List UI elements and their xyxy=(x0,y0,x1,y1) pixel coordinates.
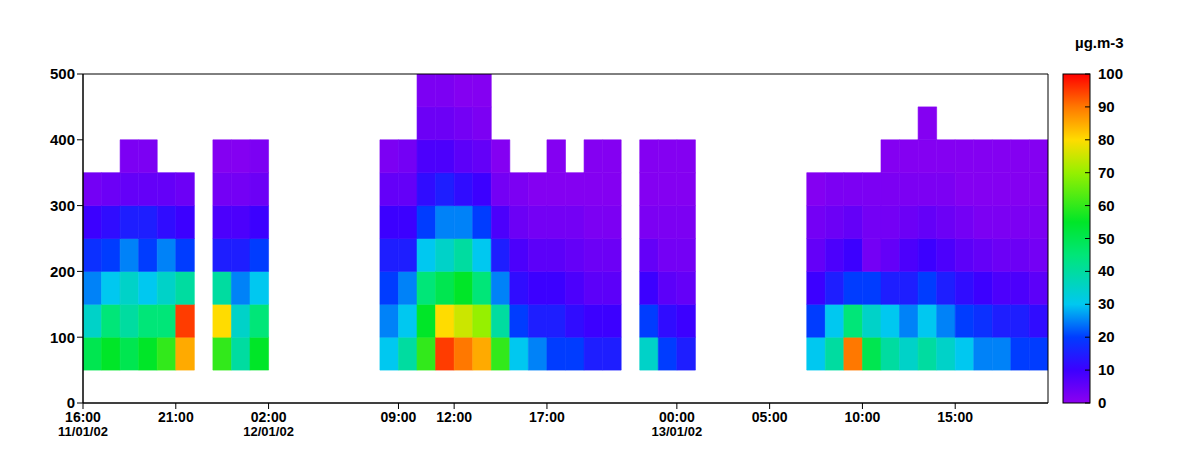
svg-text:100: 100 xyxy=(50,329,75,346)
svg-text:15:00: 15:00 xyxy=(937,409,973,425)
svg-text:12/01/02: 12/01/02 xyxy=(243,424,294,439)
svg-text:16:00: 16:00 xyxy=(65,409,101,425)
svg-text:17:00: 17:00 xyxy=(529,409,565,425)
svg-text:500: 500 xyxy=(50,65,75,82)
svg-text:12:00: 12:00 xyxy=(436,409,472,425)
svg-text:02:00: 02:00 xyxy=(251,409,287,425)
svg-text:40: 40 xyxy=(1098,262,1115,279)
svg-text:70: 70 xyxy=(1098,164,1115,181)
svg-text:400: 400 xyxy=(50,131,75,148)
svg-text:200: 200 xyxy=(50,263,75,280)
svg-text:05:00: 05:00 xyxy=(752,409,788,425)
svg-text:90: 90 xyxy=(1098,98,1115,115)
svg-text:80: 80 xyxy=(1098,131,1115,148)
svg-text:50: 50 xyxy=(1098,230,1115,247)
svg-text:20: 20 xyxy=(1098,328,1115,345)
svg-text:100: 100 xyxy=(1098,65,1123,82)
svg-text:30: 30 xyxy=(1098,295,1115,312)
svg-text:09:00: 09:00 xyxy=(381,409,417,425)
svg-text:11/01/02: 11/01/02 xyxy=(58,424,108,439)
svg-text:13/01/02: 13/01/02 xyxy=(652,424,703,439)
svg-text:µg.m-3: µg.m-3 xyxy=(1075,34,1124,51)
svg-text:21:00: 21:00 xyxy=(158,409,194,425)
svg-text:10:00: 10:00 xyxy=(845,409,881,425)
svg-text:10: 10 xyxy=(1098,361,1115,378)
svg-text:0: 0 xyxy=(1098,394,1106,411)
svg-text:0: 0 xyxy=(67,394,75,411)
svg-text:60: 60 xyxy=(1098,197,1115,214)
svg-text:300: 300 xyxy=(50,197,75,214)
svg-text:00:00: 00:00 xyxy=(659,409,695,425)
